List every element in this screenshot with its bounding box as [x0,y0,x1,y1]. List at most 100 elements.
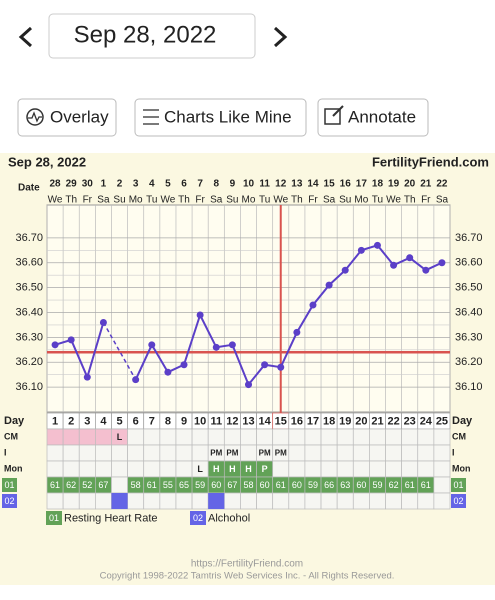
intercourse-cell [95,444,112,462]
cm-cell [159,428,177,446]
alcohol-cell [401,492,419,510]
date-label: 8 [213,179,219,190]
row-code: 01 [4,480,14,490]
rhr-cell [433,476,451,494]
weekday-label: Th [291,195,303,206]
date-label: 20 [404,179,416,190]
weekday-label: We [386,195,401,206]
weekday-label: Fr [83,195,93,206]
row-code-box [2,494,17,508]
intercourse-cell [304,444,322,462]
weekday-label: Sa [97,195,110,206]
temperature-point [51,341,59,349]
alcohol-cell [175,492,193,510]
temperature-point [406,254,414,262]
rhr-value: 59 [195,480,205,490]
weekday-label: We [273,195,288,206]
monitor-cell [111,460,128,478]
overlay-icon [26,108,44,126]
monitor-cell [433,460,451,478]
row-code-right: 02 [453,496,463,506]
date-label: 4 [149,179,155,190]
temperature-point [422,266,430,274]
date-label: 2 [117,179,123,190]
monitor-value: H [245,464,252,474]
alcohol-cell [320,492,338,510]
weekday-label: Su [226,195,238,206]
day-number: 21 [371,415,383,427]
cm-cell [385,428,402,446]
date-box[interactable] [48,13,256,59]
row-code-right: 01 [453,480,463,490]
monitor-value: H [229,464,236,474]
annotate-button[interactable] [317,98,429,137]
alcohol-mark [111,493,128,509]
date-label: 14 [307,179,319,190]
day-number: 23 [404,415,416,427]
temperature-point [99,318,107,326]
y-tick-label-right: 36.20 [455,356,483,368]
date-label: 7 [197,179,203,190]
y-tick-label: 36.70 [15,232,43,244]
next-arrow[interactable] [273,26,288,48]
temperature-point [309,301,317,309]
cm-cell [417,428,435,446]
cm-cell [46,428,64,446]
intercourse-value: PM [210,449,222,458]
intercourse-cell [111,444,128,462]
weekday-label: Tu [259,195,270,206]
cm-cell [207,428,225,446]
cm-cell [143,428,161,446]
day-number: 8 [165,415,171,427]
temperature-point [180,361,188,369]
weekday-label: Fr [421,195,431,206]
temperature-point [357,246,365,254]
date-label: 22 [436,179,448,190]
intercourse-cell [62,444,80,462]
weekday-label: Th [178,195,190,206]
plot-area [46,204,451,413]
rhr-value: 52 [82,480,92,490]
overlay-button[interactable] [17,98,117,137]
day-number: 24 [420,415,433,427]
date-label: 1 [101,179,107,190]
y-tick-label: 36.50 [15,282,43,294]
alcohol-cell [369,492,386,510]
day-number: 11 [210,415,222,427]
cm-cell [401,428,419,446]
charts-like-mine-button[interactable] [134,98,307,137]
alcohol-cell [159,492,177,510]
day-number: 9 [181,415,187,427]
rhr-value: 67 [98,480,108,490]
date-text: Sep 28, 2022 [74,21,217,48]
date-label: 13 [291,179,303,190]
cm-cell [256,428,274,446]
temperature-line [54,244,443,387]
alcohol-cell [288,492,306,510]
row-code-right-box [451,494,466,508]
day-number: 16 [291,415,303,427]
alcohol-cell [336,492,354,510]
y-tick-label-right: 36.10 [455,381,483,393]
monitor-value: L [197,464,203,474]
rhr-value: 67 [227,480,237,490]
temperature-point [293,328,301,336]
alcohol-cell [62,492,80,510]
prev-arrow[interactable] [18,26,33,48]
cm-cell [175,428,193,446]
weekday-label: Su [339,195,351,206]
day-number: 2 [68,415,74,427]
day-number: 25 [436,415,448,427]
intercourse-value: PM [275,449,287,458]
row-label-right: Day [452,415,473,427]
cm-cell [240,428,257,446]
rhr-value: 61 [276,480,286,490]
monitor-cell [143,460,161,478]
intercourse-cell [352,444,370,462]
footer-copyright: Copyright 1998-2022 Tamtris Web Services… [100,571,395,582]
alcohol-cell [143,492,161,510]
weekday-label: Sa [210,195,223,206]
intercourse-cell [320,444,338,462]
intercourse-cell [336,444,354,462]
